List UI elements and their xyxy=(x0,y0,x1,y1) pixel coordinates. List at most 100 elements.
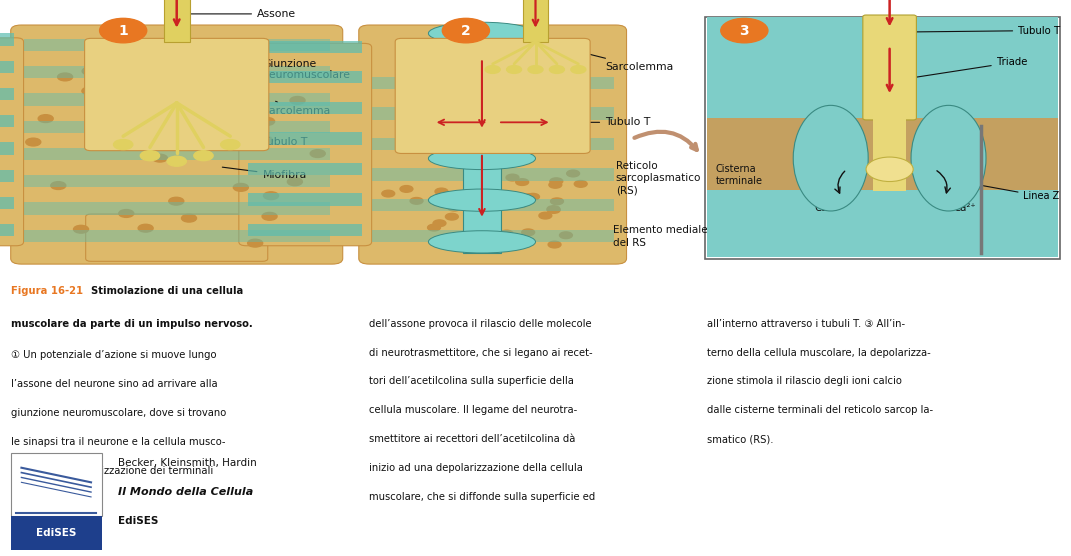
Circle shape xyxy=(401,186,413,192)
Ellipse shape xyxy=(428,106,536,128)
FancyBboxPatch shape xyxy=(85,38,269,151)
Text: dalle cisterne terminali del reticolo sarcop la-: dalle cisterne terminali del reticolo sa… xyxy=(707,405,933,415)
Circle shape xyxy=(448,205,461,211)
Circle shape xyxy=(114,140,133,150)
Circle shape xyxy=(290,97,305,105)
FancyBboxPatch shape xyxy=(359,25,627,264)
Circle shape xyxy=(522,229,534,236)
Circle shape xyxy=(500,230,513,237)
Circle shape xyxy=(119,210,134,217)
FancyBboxPatch shape xyxy=(0,38,24,246)
Circle shape xyxy=(547,206,560,212)
Text: l’assone del neurone sino ad arrivare alla: l’assone del neurone sino ad arrivare al… xyxy=(11,379,217,389)
Circle shape xyxy=(223,47,238,55)
Text: Ca²⁺: Ca²⁺ xyxy=(953,203,976,213)
Bar xyxy=(372,168,614,181)
Text: Becker, Kleinsmith, Hardin: Becker, Kleinsmith, Hardin xyxy=(118,458,257,468)
Circle shape xyxy=(478,205,491,212)
Text: dell’assone provoca il rilascio delle molecole: dell’assone provoca il rilascio delle mo… xyxy=(369,319,592,329)
Bar xyxy=(248,41,362,53)
Bar xyxy=(24,39,330,51)
Bar xyxy=(707,190,1058,257)
Circle shape xyxy=(550,198,563,205)
Circle shape xyxy=(100,18,147,43)
Bar xyxy=(372,199,614,211)
Bar xyxy=(463,161,501,253)
Bar xyxy=(707,17,1058,118)
Circle shape xyxy=(167,156,186,166)
Bar xyxy=(0,170,14,182)
Text: le sinapsi tra il neurone e la cellula musco-: le sinapsi tra il neurone e la cellula m… xyxy=(11,437,225,447)
Text: Sarcolemma: Sarcolemma xyxy=(262,101,331,116)
Text: Elemento mediale
del RS: Elemento mediale del RS xyxy=(613,225,707,247)
Bar xyxy=(248,71,362,83)
Circle shape xyxy=(311,150,326,157)
Circle shape xyxy=(58,73,73,81)
Bar xyxy=(707,118,1058,191)
Circle shape xyxy=(136,49,151,57)
Bar xyxy=(248,224,362,236)
Circle shape xyxy=(287,178,302,186)
Ellipse shape xyxy=(794,105,869,211)
Bar xyxy=(24,148,330,160)
Text: cellula muscolare. Il legame del neurotra-: cellula muscolare. Il legame del neurotr… xyxy=(369,405,577,415)
Circle shape xyxy=(507,174,519,181)
Circle shape xyxy=(469,204,482,211)
Circle shape xyxy=(549,66,564,73)
Text: tori dell’acetilcolina sulla superficie della: tori dell’acetilcolina sulla superficie … xyxy=(369,376,574,386)
Ellipse shape xyxy=(428,147,536,170)
Bar xyxy=(24,202,330,215)
Text: Linea Z: Linea Z xyxy=(983,186,1059,201)
Text: Tubulo T: Tubulo T xyxy=(587,117,650,127)
Circle shape xyxy=(559,232,572,239)
Text: 1: 1 xyxy=(118,23,129,38)
Circle shape xyxy=(539,212,552,219)
Circle shape xyxy=(133,105,148,113)
Circle shape xyxy=(459,203,472,210)
FancyBboxPatch shape xyxy=(863,15,917,120)
Circle shape xyxy=(262,212,277,220)
Text: Tubulo T: Tubulo T xyxy=(916,26,1060,36)
Text: muscolare da parte di un impulso nervoso.: muscolare da parte di un impulso nervoso… xyxy=(11,319,253,329)
Circle shape xyxy=(259,117,274,125)
Text: Giunzione
neuromuscolare: Giunzione neuromuscolare xyxy=(244,59,350,80)
Bar xyxy=(0,142,14,155)
Bar xyxy=(0,88,14,100)
Text: Il Mondo della Cellula: Il Mondo della Cellula xyxy=(118,487,253,497)
Ellipse shape xyxy=(428,64,536,86)
Bar xyxy=(248,132,362,145)
Text: inizio ad una depolarizzazione della cellula: inizio ad una depolarizzazione della cel… xyxy=(369,463,584,473)
Bar xyxy=(248,193,362,206)
Circle shape xyxy=(183,75,198,83)
Circle shape xyxy=(74,225,89,233)
Text: zione stimola il rilascio degli ioni calcio: zione stimola il rilascio degli ioni cal… xyxy=(707,376,902,386)
Ellipse shape xyxy=(428,189,536,211)
Circle shape xyxy=(446,214,458,220)
FancyBboxPatch shape xyxy=(86,214,268,261)
Circle shape xyxy=(50,182,65,190)
Bar xyxy=(24,66,330,78)
Bar xyxy=(24,175,330,187)
Text: Cisterna
terminale: Cisterna terminale xyxy=(715,163,763,186)
Bar xyxy=(248,163,362,175)
Circle shape xyxy=(203,138,218,146)
Circle shape xyxy=(208,90,223,97)
Text: Ca²⁺: Ca²⁺ xyxy=(814,203,836,213)
Bar xyxy=(705,17,1060,259)
Bar xyxy=(0,33,14,46)
Circle shape xyxy=(524,193,537,200)
Text: Reticolo
sarcoplasmatico
(RS): Reticolo sarcoplasmatico (RS) xyxy=(616,161,702,195)
Ellipse shape xyxy=(911,105,986,211)
Circle shape xyxy=(194,151,213,161)
Circle shape xyxy=(152,154,167,162)
Text: Figura 16-21: Figura 16-21 xyxy=(11,286,82,296)
FancyBboxPatch shape xyxy=(11,25,343,264)
Circle shape xyxy=(548,241,561,248)
Bar xyxy=(372,77,614,89)
Bar xyxy=(0,115,14,127)
Polygon shape xyxy=(164,0,190,42)
Text: smatico (RS).: smatico (RS). xyxy=(707,434,773,444)
Text: 3: 3 xyxy=(740,23,749,38)
Circle shape xyxy=(82,67,97,75)
Circle shape xyxy=(26,138,41,146)
